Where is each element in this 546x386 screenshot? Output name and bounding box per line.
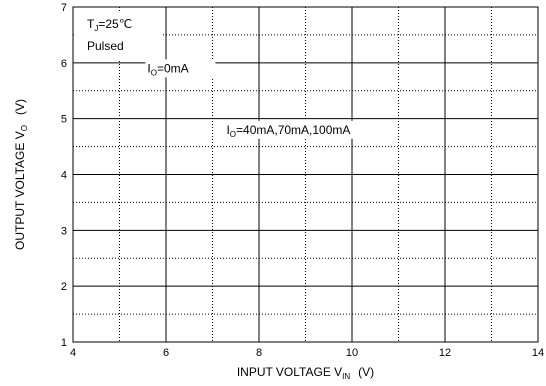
io0-label-background <box>145 59 216 78</box>
ioload-label: IO=40mA,70mA,100mA <box>226 123 350 139</box>
y-tick-label: 3 <box>61 225 67 237</box>
x-axis-label-unit: (V) <box>358 365 374 379</box>
condition-temperature: TJ=25℃ <box>87 17 132 33</box>
y-tick-label: 6 <box>61 58 67 70</box>
x-tick-labels: 4 6 8 10 12 14 <box>70 347 544 359</box>
conditions-box <box>75 12 163 60</box>
x-axis-label-sub: IN <box>342 372 350 381</box>
x-tick-label: 8 <box>256 347 262 359</box>
condition-temp-value: =25℃ <box>98 17 132 31</box>
y-tick-labels: 1 2 3 4 5 6 7 <box>61 2 67 349</box>
io0-value: =0mA <box>157 61 189 75</box>
io0-symbol: I <box>147 61 150 75</box>
y-axis-label-main: OUTPUT VOLTAGE V <box>13 131 27 250</box>
y-tick-label: 2 <box>61 281 67 293</box>
ioload-symbol: I <box>226 123 229 137</box>
x-axis-label: INPUT VOLTAGE VIN (V) <box>237 365 374 381</box>
y-tick-label: 1 <box>61 337 67 349</box>
io0-subscript: O <box>151 68 157 77</box>
x-axis-label-main: INPUT VOLTAGE V <box>237 365 342 379</box>
x-tick-label: 4 <box>70 347 76 359</box>
x-tick-label: 10 <box>346 347 358 359</box>
y-tick-label: 4 <box>61 170 67 182</box>
plot-frame <box>72 6 539 343</box>
ioload-value: =40mA,70mA,100mA <box>236 123 350 137</box>
y-axis-label: OUTPUT VOLTAGE VO (V) <box>13 99 29 250</box>
y-tick-label: 5 <box>61 114 67 126</box>
y-tick-label: 7 <box>61 2 67 14</box>
y-axis-label-unit: (V) <box>13 99 27 115</box>
condition-temp-subscript: J <box>94 24 98 33</box>
io0-label: IO=0mA <box>147 61 188 77</box>
y-axis-label-sub: O <box>20 125 29 131</box>
condition-temp-symbol: T <box>87 17 95 31</box>
x-tick-label: 12 <box>439 347 451 359</box>
ioload-label-background <box>224 120 381 139</box>
ioload-subscript: O <box>230 130 236 139</box>
condition-pulsed: Pulsed <box>87 39 124 53</box>
x-tick-label: 6 <box>163 347 169 359</box>
x-tick-label: 14 <box>532 347 544 359</box>
